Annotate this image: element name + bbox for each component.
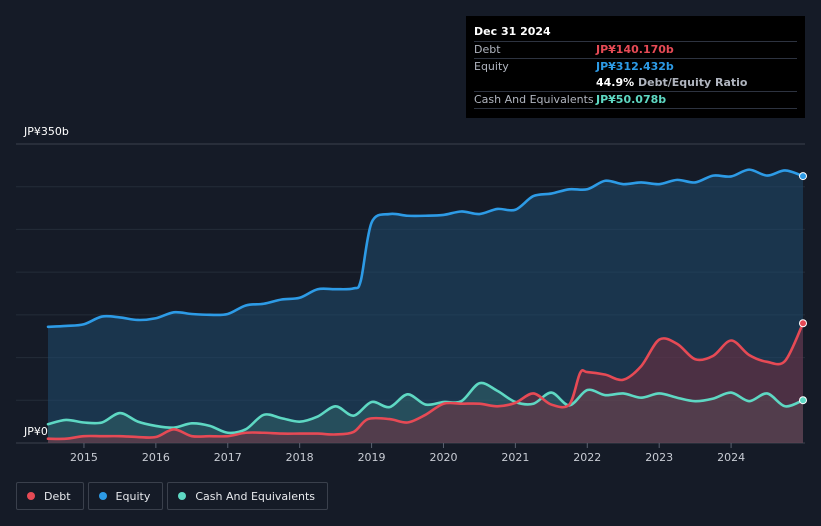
line-debt (46, 321, 805, 441)
x-tick-label-2016: 2016 (142, 451, 170, 464)
x-axis-ticks: 2015 2016 2017 2018 2019 2020 2021 2022 2023 2024 (70, 443, 745, 464)
x-tick-label-2022: 2022 (573, 451, 601, 464)
chart-series-areas (48, 169, 803, 444)
area-cash-and-equivalents (48, 382, 803, 443)
tooltip-ratio: 44.9% Debt/Equity Ratio (596, 75, 747, 91)
tooltip-date: Dec 31 2024 (474, 25, 551, 38)
tooltip-row-debt: Debt JP¥140.170b (474, 41, 797, 58)
x-tick-label-2019: 2019 (358, 451, 386, 464)
x-tick-label-2020: 2020 (429, 451, 457, 464)
tooltip-equity-label: Equity (474, 60, 509, 73)
y-tick-label-max: JP¥350b (23, 125, 69, 138)
tooltip-ratio-value: 44.9% (596, 76, 635, 89)
x-tick-label-2021: 2021 (501, 451, 529, 464)
chart-series-lines (46, 168, 805, 441)
x-tick-label-2023: 2023 (645, 451, 673, 464)
x-tick-label-2017: 2017 (214, 451, 242, 464)
tooltip-ratio-label: Debt/Equity Ratio (638, 76, 748, 89)
legend-label-debt: Debt (44, 489, 71, 503)
x-tick-label-2018: 2018 (286, 451, 314, 464)
tooltip-cash-label: Cash And Equivalents (474, 93, 594, 106)
chart-tooltip: Dec 31 2024 Debt JP¥140.170b Equity JP¥3… (466, 16, 805, 118)
legend-dot-cash (178, 492, 187, 500)
legend-label-equity: Equity (115, 489, 151, 503)
legend-item-debt[interactable]: Debt (16, 482, 84, 510)
legend-label-cash: Cash And Equivalents (195, 489, 315, 503)
tooltip-equity-value: JP¥312.432b (596, 60, 674, 73)
tooltip-debt-label: Debt (474, 43, 501, 56)
tooltip-row-ratio: 44.9% Debt/Equity Ratio (474, 75, 797, 91)
chart-legend: Debt Equity Cash And Equivalents (16, 482, 328, 510)
y-axis-ticks: JP¥350b JP¥0 (23, 125, 69, 438)
chart-series-endpoints (799, 172, 807, 405)
endpoint-debt (799, 319, 807, 328)
tooltip-row-equity: Equity JP¥312.432b (474, 58, 797, 75)
legend-dot-debt (27, 492, 35, 500)
legend-item-cash[interactable]: Cash And Equivalents (167, 482, 328, 510)
x-tick-label-2024: 2024 (717, 451, 745, 464)
line-equity (46, 168, 805, 329)
y-tick-label-min: JP¥0 (23, 425, 48, 438)
tooltip-row-cash: Cash And Equivalents JP¥50.078b (474, 91, 797, 109)
tooltip-cash-value: JP¥50.078b (596, 93, 667, 106)
line-cash-and-equivalents (46, 381, 805, 435)
x-tick-label-2015: 2015 (70, 451, 98, 464)
area-debt (48, 323, 803, 443)
endpoint-cash-and-equivalents (799, 396, 807, 405)
area-equity (48, 169, 803, 444)
tooltip-debt-value: JP¥140.170b (596, 43, 674, 56)
legend-dot-equity (98, 492, 107, 500)
legend-item-equity[interactable]: Equity (87, 482, 164, 510)
endpoint-equity (799, 172, 807, 181)
